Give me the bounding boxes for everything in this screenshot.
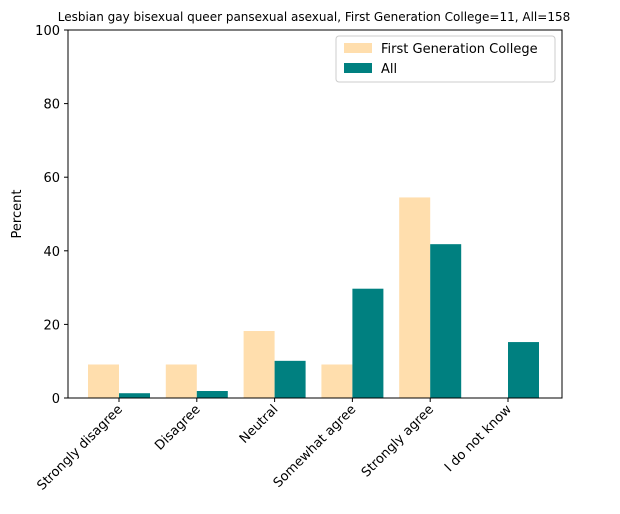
x-tick-label: Neutral	[237, 402, 282, 447]
legend-swatch	[344, 63, 372, 73]
bar-first-generation-0	[88, 364, 119, 398]
legend-swatch	[344, 43, 372, 53]
bar-all-0	[119, 393, 150, 398]
plot-frame	[67, 29, 563, 399]
y-tick-label: 0	[52, 392, 60, 407]
x-tick-label: Disagree	[152, 402, 203, 453]
bar-all-2	[274, 360, 306, 398]
bar-all-4	[430, 244, 462, 398]
x-tick-label: Strongly disagree	[34, 402, 125, 493]
x-tick-label: Somewhat agree	[271, 402, 360, 491]
x-tick-label: Strongly agree	[359, 402, 437, 480]
y-tick-label: 80	[43, 98, 60, 113]
x-axis-ticks: Strongly disagree Disagree NeutralSomewhat…	[34, 398, 515, 494]
bar-first-generation-4	[399, 197, 431, 398]
bar-all-1	[196, 391, 228, 398]
y-axis-ticks: 0 20 40 60 80 100	[35, 24, 68, 407]
x-tick-label: I do not know	[442, 402, 515, 475]
legend-label: All	[381, 62, 397, 77]
y-tick-label: 40	[43, 245, 60, 260]
bar-first-generation-2	[243, 331, 275, 398]
y-tick-label: 100	[35, 24, 60, 39]
y-tick-label: 20	[43, 318, 60, 333]
bar-first-generation-1	[165, 364, 197, 398]
chart-title: Lesbian gay bisexual queer pansexual ase…	[58, 10, 570, 24]
y-axis-label: Percent	[10, 190, 25, 239]
legend: First Generation College All	[335, 35, 556, 83]
y-tick-label: 60	[43, 171, 60, 186]
bars-layer	[88, 197, 539, 398]
bar-all-5	[508, 342, 539, 398]
legend-label: First Generation College	[381, 42, 538, 57]
bar-all-3	[352, 288, 384, 398]
legend-box	[335, 35, 556, 83]
bar-first-generation-3	[321, 364, 353, 398]
